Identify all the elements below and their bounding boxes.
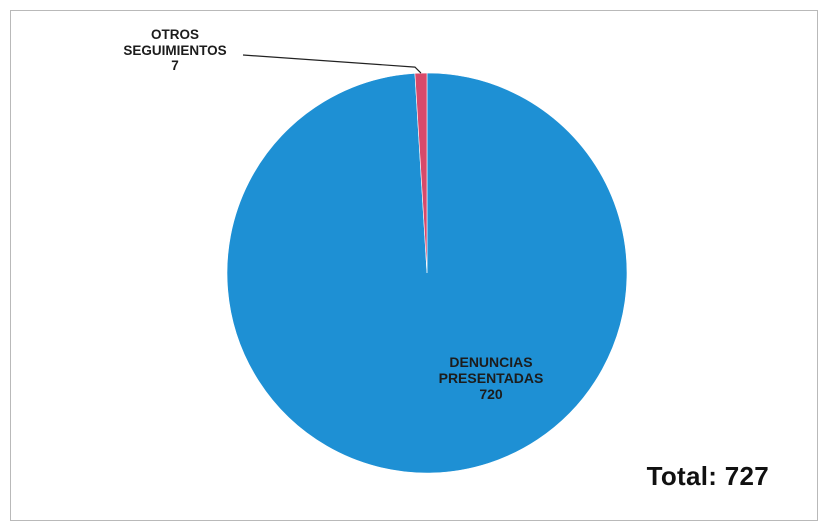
slice-label-line: PRESENTADAS [438,370,544,387]
slice-label-otros-seguimientos: OTROS SEGUIMIENTOS 7 [95,27,255,74]
slice-value: 720 [479,386,503,403]
slice-label-line: SEGUIMIENTOS [123,42,227,58]
leader-line [242,54,422,74]
pie-chart [226,54,628,474]
slice-label-line: DENUNCIAS [449,354,533,370]
chart-frame: OTROS SEGUIMIENTOS 7 DENUNCIAS PRESENTAD… [10,10,818,521]
slice-value: 7 [171,58,179,74]
total-label: Total: 727 [646,461,769,491]
slice-label-line: OTROS [150,27,199,42]
slice-otros-seguimientos [414,72,428,274]
slice-label-denuncias-presentadas: DENUNCIAS PRESENTADAS 720 [411,354,571,402]
